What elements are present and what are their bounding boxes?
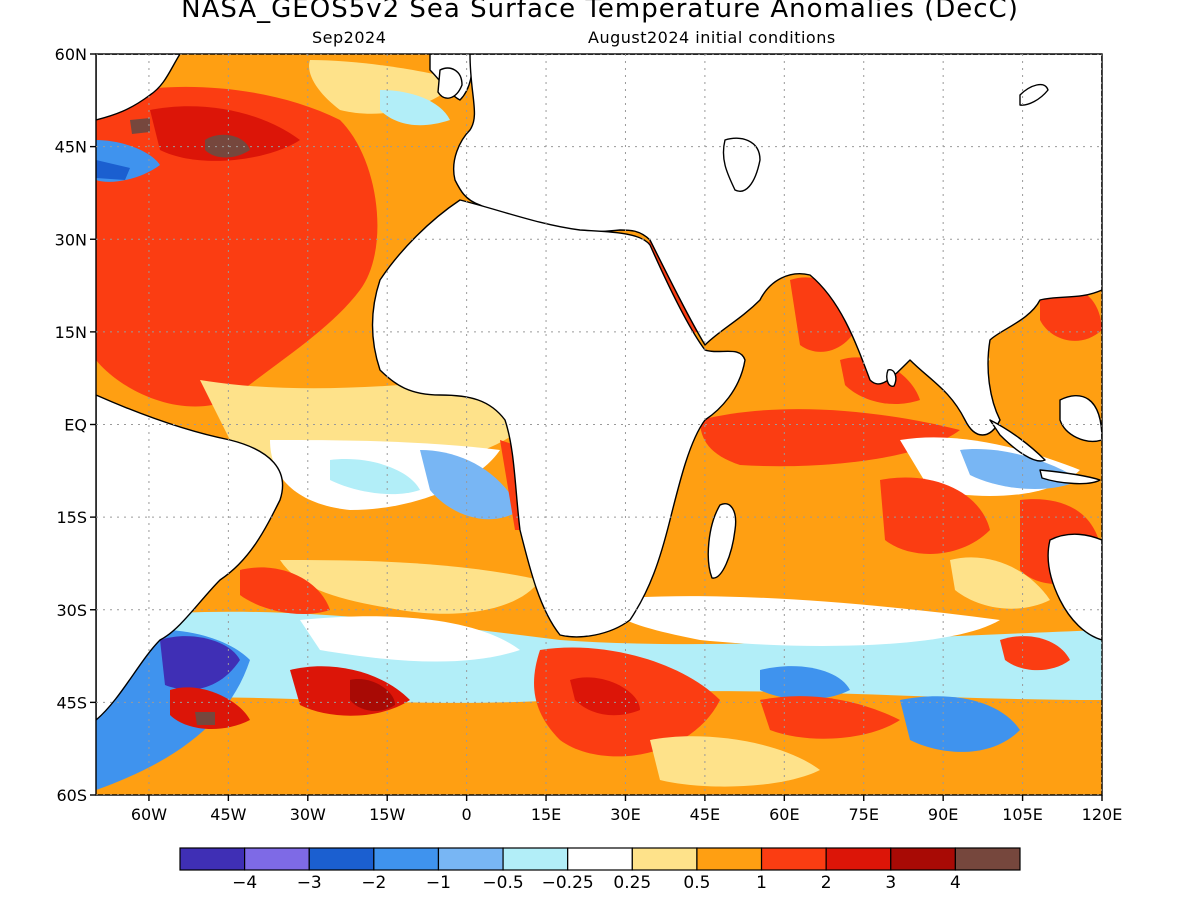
land-british-isles [437,67,463,99]
colorbar: −4 −3 −2 −1 −0.5 −0.25 0.25 0.5 1 2 3 4 [179,847,1021,893]
lat-tick-label: 30N [55,230,87,249]
lon-tick-label: 30W [290,805,326,824]
lat-tick-label: 15S [56,508,87,527]
colorbar-label: −2 [361,873,386,893]
lon-tick-label: 120E [1082,805,1123,824]
lon-tick-label: 90E [928,805,958,824]
land-sumatra [989,419,1046,462]
warm-anomaly-equatorial-indian [700,409,960,467]
colorbar-swatch [631,847,698,871]
neutral-band-south-indian [600,596,1000,646]
land-japan-korea [1019,83,1049,106]
lon-tick-label: 60E [769,805,799,824]
lat-tick-label: 30S [56,601,87,620]
cool-anomaly-south-indian [760,666,850,700]
slight-cool-anomaly-equatorial-atlantic [330,459,420,495]
colorbar-label: 0.25 [613,873,651,893]
land-north-america [96,54,181,121]
lon-tick-label: 45W [210,805,246,824]
colorbar-label: −0.5 [482,873,523,893]
colorbar-swatch [696,847,763,871]
colorbar-swatch [760,847,827,871]
colorbar-swatch [244,847,310,871]
land-madagascar [707,503,737,579]
land-south-america [96,394,284,721]
extreme-warm-anomaly-s-atlantic [195,712,215,725]
lon-tick-label: 0 [462,805,472,824]
colorbar-swatch [308,847,375,871]
colorbar-swatch [954,847,1021,871]
lon-tick-label: 15E [531,805,561,824]
colorbar-label: 4 [950,873,961,893]
colorbar-swatch [179,847,246,871]
lat-tick-label: 15N [55,323,87,342]
strong-warm-anomaly-gulf [150,106,300,161]
strong-warm-anomaly-s-atlantic-mid [350,679,395,712]
colorbar-label: −1 [426,873,451,893]
lat-tick-label: 60N [55,45,87,64]
colorbar-swatch [825,847,892,871]
near-zero-band-southern-ocean [300,616,520,662]
lon-tick-label: 75E [849,805,879,824]
colorbar-label: 0.5 [683,873,710,893]
lon-tick-label: 15W [369,805,405,824]
lon-tick-label: 60W [131,805,167,824]
map-axes: 60N 45N 30N 15N EQ 15S 30S 45S 60S 60W 45W 30W 15W 0 1… [55,45,1123,824]
warm-anomaly-n-atlantic [96,86,378,407]
colorbar-label: 3 [885,873,896,893]
graticule [96,54,1102,795]
extreme-warm-anomaly-gulf [205,134,250,158]
land-australia [1047,533,1102,641]
warm-anomaly-se-indian [880,477,990,554]
colorbar-label: −3 [297,873,322,893]
warm-anomaly-south-indian [760,696,900,739]
initial-conditions-label: August2024 initial conditions [588,28,836,47]
land-sri-lanka [886,369,897,387]
neutral-s-indian [650,736,820,787]
colorbar-label: 2 [821,873,832,893]
lat-tick-label: 45S [56,693,87,712]
warm-anomaly-s-indian-east [1000,636,1070,671]
lat-tick-label: 45N [55,138,87,157]
neutral-south-atlantic [280,560,540,614]
lat-tick-label: 60S [56,786,87,805]
cool-anomaly-iceland [380,90,450,126]
land [96,54,1102,721]
forecast-month: Sep2024 [312,28,387,47]
colorbar-swatch [567,847,633,871]
cold-anomaly-argentine-shelf [160,636,240,690]
colorbar-swatch [502,847,569,871]
cool-anomaly-equatorial-atlantic [420,450,520,520]
extreme-warm-anomaly-newfoundland [130,118,150,134]
cool-anomaly-s-indian-east [900,696,1020,752]
neutral-se-indian [950,557,1050,609]
warm-anomaly-south-china-sea [1040,286,1102,341]
land-eurasia [453,54,1102,436]
colorbar-swatch [437,847,504,871]
colorbar-swatch [373,847,440,871]
colorbar-swatch [890,847,956,871]
warm-anomaly-s-atlantic-west [240,567,330,615]
land-caspian-sea-outline [722,137,761,192]
colorbar-label: −4 [232,873,257,893]
land-java [1039,469,1101,485]
strong-warm-anomaly-agulhas [570,677,640,716]
colorbar-label: 1 [756,873,767,893]
lon-tick-label: 105E [1002,805,1043,824]
map-title: NASA_GEOS5v2 Sea Surface Temperature Ano… [181,0,1019,24]
lon-tick-label: 30E [610,805,640,824]
colorbar-label: −0.25 [542,873,594,893]
lat-tick-label: EQ [64,416,87,435]
warm-anomaly-s-atlantic-45s [170,687,250,730]
land-africa [371,199,746,638]
lon-tick-label: 45E [690,805,720,824]
cold-anomaly-nw-atlantic [96,160,130,180]
